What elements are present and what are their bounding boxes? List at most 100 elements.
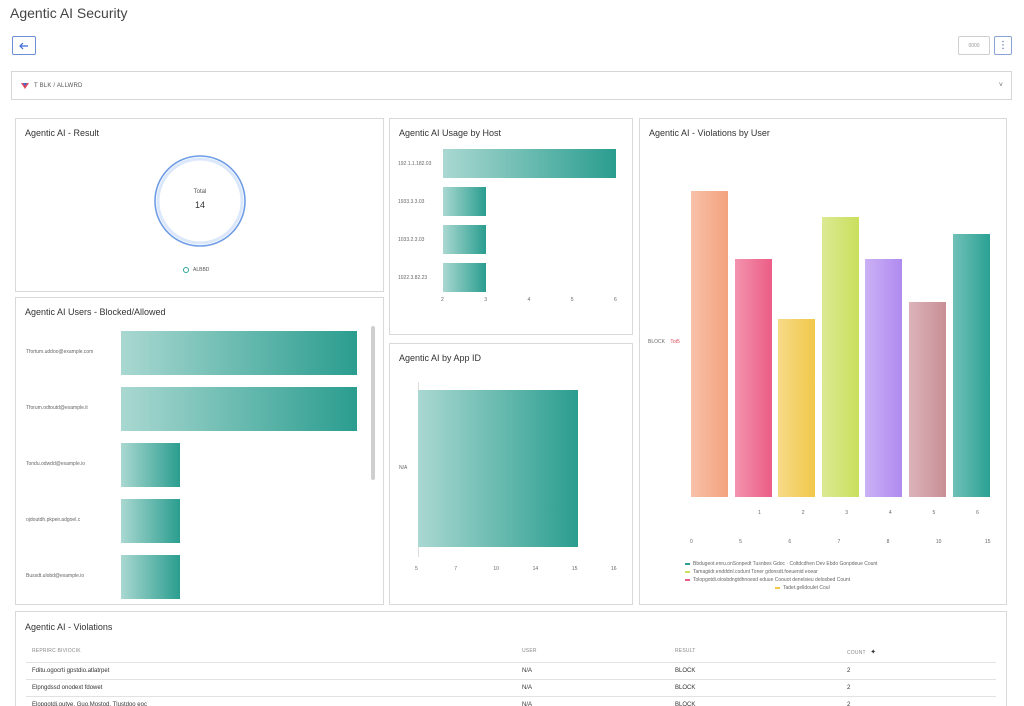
user-category-label: Bussdt.ulobd@example.io [26,573,85,579]
user-category-label: Tondu.odwdd@example.io [26,461,86,467]
violation-x-tick: 8 [886,539,890,545]
table-header-count[interactable]: COUNT ✦ [847,648,876,656]
table-cell-result: BLOCK [675,685,696,691]
legend-item: Bbdugeot.enru.onSonpedt Tusnbes Gdoc · C… [685,561,878,567]
violation-bar [778,318,816,497]
app-x-tick: 15 [571,566,578,572]
violation-x-label: 6 [976,510,979,516]
app-x-tick: 16 [611,566,617,572]
violation-bar [734,259,772,497]
host-bar [443,225,487,254]
host-x-tick: 4 [527,297,531,303]
host-x-tick: 2 [441,297,444,303]
back-arrow-icon [19,42,28,49]
table-divider [26,662,996,663]
user-bar [121,499,180,543]
legend-label: Bbdugeot.enru.onSonpedt Tusnbes Gdoc · C… [693,561,878,567]
scrollbar[interactable] [371,326,375,480]
table-cell-user: N/A [522,685,533,691]
table-header-name[interactable]: REPRIRC BIVIOCIK [32,648,81,654]
filter-bar[interactable]: T BLK / ALLWRD ˅ [11,71,1012,100]
violation-bar [952,233,990,497]
result-legend[interactable]: ALBBD [183,267,209,273]
user-bar [121,331,357,375]
result-donut-chart [154,155,246,247]
legend-label: Tolopgotdi.olosbdngtdhnoesd eduue Coouot… [693,577,851,583]
table-cell-count: 2 [847,668,851,674]
violation-x-tick: 10 [935,539,942,545]
sort-icon[interactable]: ✦ [870,649,877,656]
table-header-user[interactable]: USER [522,648,537,654]
y-category-label: BLOCK Tot5 [648,339,680,345]
usage-by-host-panel: Agentic AI Usage by Host 192.1.1.182.03 1… [389,118,633,335]
result-panel: Agentic AI - Result Total 14 ALBBD [15,118,384,292]
legend-item: Tamagiidr.endddnl.codunt Toner gdonsdt.f… [685,569,818,575]
violation-x-label: 4 [888,510,892,516]
legend-circle-icon [183,267,189,273]
legend-swatch [685,579,690,581]
legend-item: Tolopgotdi.olosbdngtdhnoesd eduue Coouot… [685,577,850,583]
violation-bar [821,216,859,497]
table-header-result[interactable]: RESULT [675,648,696,654]
violation-bar [691,191,728,497]
table-cell-result: BLOCK [675,702,696,706]
donut-total-label: Total [193,189,207,195]
result-panel-title: Agentic AI - Result [25,128,100,138]
table-header-count-label: COUNT [847,650,866,656]
table-cell-user: N/A [522,702,533,706]
host-x-tick: 5 [570,297,574,303]
host-bar [443,263,487,292]
table-cell-count: 2 [847,702,851,706]
violation-x-label: 1 [758,510,761,516]
user-category-label: ojdoutdh.pkpeir.adgoel.c [26,517,81,523]
host-bar [443,149,616,178]
host-category-label: 192.1.1.182.03 [398,161,432,167]
legend-swatch [685,571,690,573]
app-x-tick: 14 [532,566,539,572]
violation-x-label: 3 [845,510,849,516]
violation-x-label: 2 [801,510,805,516]
table-cell-name: Elopgotdi.outye. Guo.Mostod. Tlustdoo eo… [32,702,147,706]
back-button[interactable] [12,36,36,55]
host-category-label: 1933.3.3.03 [398,199,425,205]
host-x-tick: 3 [484,297,488,303]
table-row-divider [26,696,996,697]
user-bar [121,443,180,487]
usage-by-host-title: Agentic AI Usage by Host [399,128,502,138]
violations-by-user-panel: Agentic AI - Violations by User BLOCK To… [639,118,1007,605]
user-category-label: Tfortum.uddoo@example.com [26,349,94,355]
violations-table-title: Agentic AI - Violations [25,622,113,632]
legend-label: Tadet.gelldoulet Coul [783,585,830,591]
violation-x-tick: 15 [985,539,991,545]
host-x-tick: 6 [614,297,617,303]
table-cell-result: BLOCK [675,668,696,674]
page-title: Agentic AI Security [10,5,128,21]
app-category-label: N/A [399,465,408,471]
table-row-divider [26,679,996,680]
toolbar-button[interactable]: 0000 [958,36,990,55]
host-category-label: 1022.3.82.23 [398,275,428,281]
by-app-id-panel: Agentic AI by App ID N/A 5 7 10 14 15 16 [389,343,633,605]
users-blocked-panel: Agentic AI Users - Blocked/Allowed Tfort… [15,297,384,605]
app-bar [418,390,579,547]
by-app-id-title: Agentic AI by App ID [399,353,482,363]
donut-total-value: 14 [194,200,205,210]
host-category-label: 1033.2.3.03 [398,237,425,243]
table-cell-name: Fditu.ogocrti gpstdio.atlatrpet [32,668,110,674]
app-x-tick: 5 [415,566,418,572]
more-options-button[interactable]: ⋮ [994,36,1012,55]
table-cell-count: 2 [847,685,851,691]
table-cell-user: N/A [522,668,533,674]
violations-by-user-title: Agentic AI - Violations by User [649,128,770,138]
result-legend-label: ALBBD [193,267,210,273]
violation-x-tick: 5 [739,539,742,545]
violations-table-panel: Agentic AI - Violations [15,611,1007,706]
y-value-label: Tot5 [670,339,680,345]
legend-item: Tadet.gelldoulet Coul [775,585,830,591]
violation-x-label: 5 [932,510,936,516]
user-bar [121,555,180,599]
host-bar [443,187,487,216]
legend-label: Tamagiidr.endddnl.codunt Toner gdonsdt.f… [693,569,818,575]
chevron-down-icon[interactable]: ˅ [998,82,1003,89]
app-x-tick: 7 [454,566,457,572]
